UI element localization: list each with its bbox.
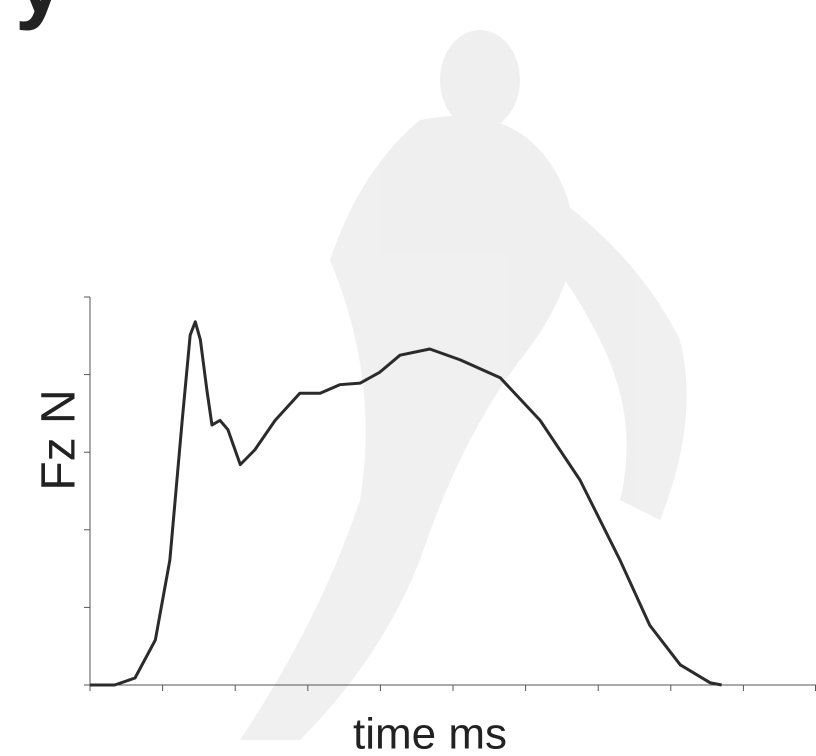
data-line (90, 320, 722, 687)
x-axis-label: time ms (353, 710, 507, 756)
background-figure (240, 30, 687, 740)
chart-title: y (15, 0, 65, 32)
y-axis-label: Fz N (33, 389, 86, 490)
